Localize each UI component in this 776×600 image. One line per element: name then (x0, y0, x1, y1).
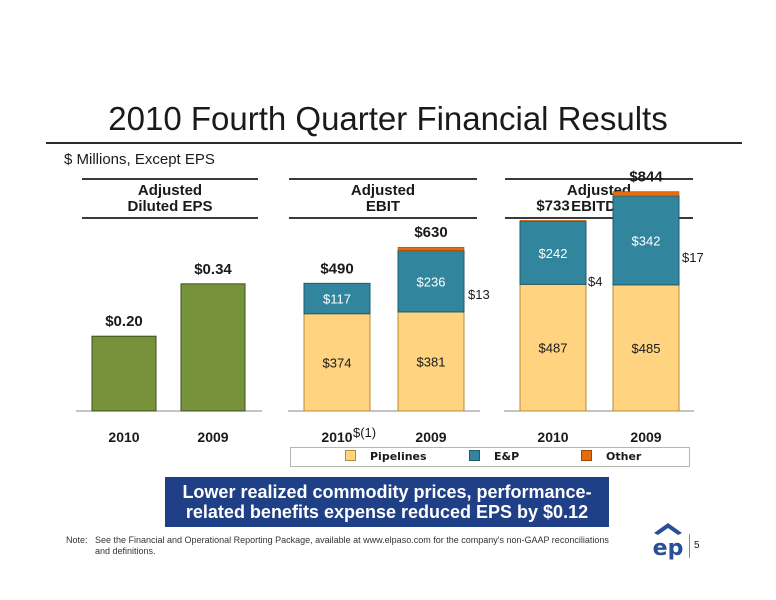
ebit-category-label-2010: 2010 (321, 429, 352, 445)
ebit-label-pipelines-2009: $381 (417, 354, 446, 369)
ebitda-header-rule-top (505, 178, 693, 180)
eps-bar-2009 (180, 283, 246, 412)
ebit-label-pipelines-2010: $374 (323, 355, 352, 370)
eps-title-line1: Adjusted (137, 182, 203, 199)
ebitda-header-rule-bottom (505, 217, 693, 219)
ebitda-bar-other-2009 (612, 191, 680, 197)
eps-value-label-2010: $0.20 (105, 313, 143, 330)
ebitda-category-label-2009: 2009 (630, 429, 661, 445)
ebit-label-other-2009: $13 (468, 287, 490, 302)
legend-label-other: Other (606, 450, 642, 463)
callout-line-1: Lower realized commodity prices, perform… (182, 482, 592, 502)
ebit-header-rule-bottom (289, 217, 477, 219)
slide-title: 2010 Fourth Quarter Financial Results (108, 100, 668, 137)
footnote-label: Note: (66, 535, 88, 545)
footnote-text: See the Financial and Operational Report… (95, 535, 609, 556)
ebit-panel-title: Adjusted EBIT (289, 183, 477, 215)
ebitda-bar-ep-2009 (612, 195, 680, 286)
chart-legend: Pipelines E&P Other (290, 447, 690, 467)
ebit-title-line1: Adjusted (350, 182, 416, 199)
legend-swatch-other (581, 450, 592, 461)
ebitda-total-label-2009: $844 (629, 169, 663, 186)
callout-line-2: related benefits expense reduced EPS by … (185, 502, 589, 522)
ebitda-bar-pipelines-2010 (519, 283, 587, 412)
legend-swatch-pipelines (345, 450, 356, 461)
ebit-bar-ep-2010 (303, 282, 371, 315)
ebitda-label-other-2010: $4 (588, 274, 602, 289)
ebit-bar-pipelines-2010 (303, 313, 371, 412)
eps-bar-2010 (91, 335, 157, 412)
legend-label-ep: E&P (494, 450, 520, 463)
ebitda-bar-other-2010 (519, 220, 587, 222)
ebit-bar-ep-2009 (397, 250, 465, 313)
logo-mark: ep (653, 536, 684, 561)
eps-header-rule-bottom (82, 217, 258, 219)
ebitda-label-other-2009: $17 (682, 250, 704, 265)
ebit-header-rule-top (289, 178, 477, 180)
legend-label-pipelines: Pipelines (370, 450, 427, 463)
ebitda-category-label-2010: 2010 (537, 429, 568, 445)
eps-category-label-2010: 2010 (108, 429, 139, 445)
ebit-label-other-2010: $(1) (353, 425, 376, 440)
ebitda-label-pipelines-2009: $485 (632, 341, 661, 356)
legend-item-other: Other (581, 450, 641, 463)
ebitda-total-label-2010: $733 (536, 197, 569, 214)
ebitda-label-ep-2009: $342 (632, 233, 661, 248)
ebit-bar-other-2009 (397, 246, 465, 251)
eps-value-label-2009: $0.34 (194, 261, 232, 278)
legend-swatch-ep (469, 450, 480, 461)
ebit-title-line2: EBIT (365, 198, 401, 215)
ebit-category-label-2009: 2009 (415, 429, 446, 445)
ebit-label-ep-2010: $117 (323, 292, 351, 307)
ebit-total-label-2010: $490 (320, 260, 353, 277)
units-label: $ Millions, Except EPS (64, 151, 215, 168)
ebitda-label-ep-2010: $242 (539, 246, 568, 261)
ebit-bar-pipelines-2009 (397, 311, 465, 412)
ebit-total-label-2009: $630 (414, 224, 447, 241)
logo-roof-icon (654, 523, 682, 535)
eps-header-rule-top (82, 178, 258, 180)
legend-item-ep: E&P (469, 450, 519, 463)
eps-panel-title: Adjusted Diluted EPS (82, 183, 258, 215)
eps-callout-box: Lower realized commodity prices, perform… (165, 477, 609, 527)
page-number: 5 (694, 540, 700, 551)
eps-category-label-2009: 2009 (197, 429, 228, 445)
el-paso-logo: ep (653, 523, 684, 561)
title-underline (46, 142, 742, 144)
eps-title-line2: Diluted EPS (127, 198, 213, 215)
legend-item-pipelines: Pipelines (345, 450, 427, 463)
ebitda-label-pipelines-2010: $487 (539, 341, 568, 356)
ebit-label-ep-2009: $236 (417, 274, 446, 289)
ebitda-bar-ep-2010 (519, 220, 587, 285)
logo-divider (689, 534, 690, 558)
